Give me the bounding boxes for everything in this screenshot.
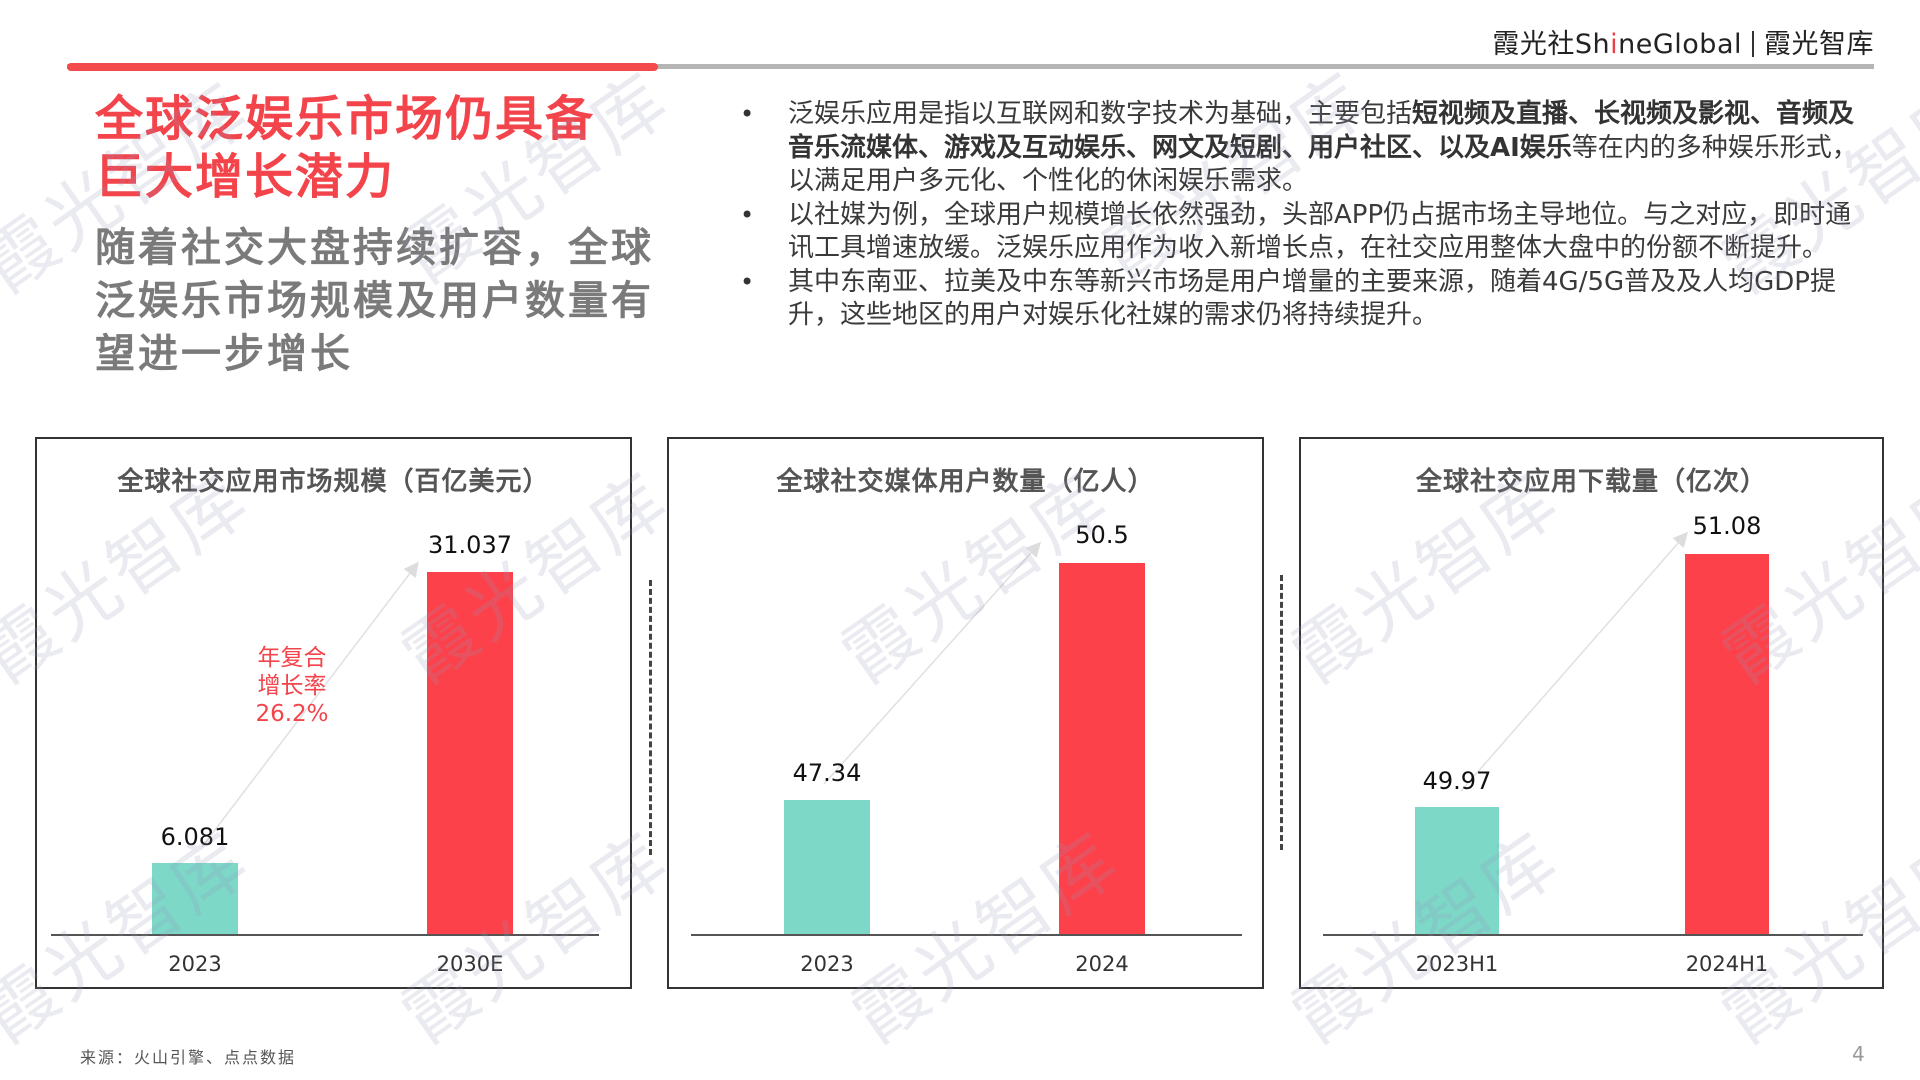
bar-2023h1 [1415, 807, 1499, 934]
page-title: 全球泛娱乐市场仍具备 巨大增长潜力 [95, 90, 655, 206]
chart-title: 全球社交应用下载量（亿次） [1415, 467, 1767, 497]
bullet-text: 泛娱乐应用是指以互联网和数字技术为基础，主要包括 [788, 99, 1413, 129]
header-rule [67, 64, 1874, 69]
brand-divider [1752, 31, 1754, 57]
cagr-value: 26.2% [255, 701, 329, 727]
header-accent-bar [67, 63, 658, 71]
bar-value: 47.34 [792, 759, 862, 787]
brand-en-pre: Sh [1574, 29, 1611, 60]
cagr-label-2: 增长率 [257, 673, 327, 699]
cagr-label-1: 年复合 [257, 645, 327, 671]
x-axis [691, 934, 1242, 936]
cagr-annotation: 年复合 增长率 26.2% [237, 644, 347, 728]
chart-market-size: 全球社交应用市场规模（百亿美元） 年复合 增长率 26.2% 6.081 31.… [35, 437, 632, 989]
bullet-list: 泛娱乐应用是指以互联网和数字技术为基础，主要包括短视频及直播、长视频及影视、音频… [740, 98, 1870, 333]
bar-value: 31.037 [428, 531, 512, 559]
x-axis [1323, 934, 1863, 936]
chart-social-media-users: 全球社交媒体用户数量（亿人） 47.34 50.5 2023 2024 [667, 437, 1264, 989]
trend-arrow-icon [201, 561, 419, 848]
brand-en-post: neGlobal [1618, 29, 1742, 60]
trend-arrow-icon [823, 541, 1042, 785]
bar-value: 49.97 [1422, 767, 1492, 795]
x-axis [51, 934, 599, 936]
chart-divider [1280, 575, 1283, 850]
brand-logo: 霞光社ShineGlobal 霞光智库 [1492, 22, 1874, 61]
bar-value: 50.5 [1075, 521, 1129, 549]
category-label: 2023 [168, 952, 222, 976]
page-subtitle: 随着社交大盘持续扩容，全球 泛娱乐市场规模及用户数量有 望进一步增长 [95, 222, 675, 381]
bullet-item: 其中东南亚、拉美及中东等新兴市场是用户增量的主要来源，随着4G/5G普及及人均G… [740, 266, 1870, 333]
category-label: 2023H1 [1415, 952, 1499, 976]
bar-2030e [427, 572, 513, 934]
trend-arrow-icon [1460, 531, 1688, 792]
page-subtitle-line2: 泛娱乐市场规模及用户数量有 [95, 278, 654, 324]
page-subtitle-line3: 望进一步增长 [95, 331, 353, 377]
bar-2024 [1059, 563, 1145, 934]
bar-2023 [784, 800, 870, 934]
bullet-text: 以社媒为例，全球用户规模增长依然强劲，头部APP仍占据市场主导地位。与之对应，即… [788, 199, 1852, 264]
bar-value: 6.081 [160, 823, 230, 851]
page-subtitle-line1: 随着社交大盘持续扩容，全球 [95, 225, 654, 271]
category-label: 2024H1 [1685, 952, 1769, 976]
brand-sub: 霞光智库 [1764, 29, 1874, 60]
brand-en-accent: i [1610, 29, 1619, 60]
chart-app-downloads: 全球社交应用下载量（亿次） 49.97 51.08 2023H1 2024H1 [1299, 437, 1884, 989]
category-label: 2030E [436, 952, 504, 976]
source-note: 来源：火山引擎、点点数据 [80, 1048, 297, 1067]
page-title-line1: 全球泛娱乐市场仍具备 [95, 91, 596, 147]
bullet-text: 等在内的多种娱乐形式，以满足用户多元化、个性化的休闲娱乐需求。 [788, 132, 1858, 197]
bar-2024h1 [1685, 554, 1769, 934]
bullet-item: 泛娱乐应用是指以互联网和数字技术为基础，主要包括短视频及直播、长视频及影视、音频… [740, 98, 1870, 199]
category-label: 2023 [800, 952, 854, 976]
chart-divider [649, 580, 652, 855]
category-label: 2024 [1075, 952, 1129, 976]
bar-2023 [152, 863, 238, 934]
chart-title: 全球社交应用市场规模（百亿美元） [117, 467, 550, 497]
bullet-bold-text: 短视频及直播、长视频及影视、音频及音乐流媒体、游戏及互动娱乐、网文及短剧、用户社… [788, 99, 1855, 163]
bullet-item: 以社媒为例，全球用户规模增长依然强劲，头部APP仍占据市场主导地位。与之对应，即… [740, 199, 1870, 266]
bullet-text: 其中东南亚、拉美及中东等新兴市场是用户增量的主要来源，随着4G/5G普及及人均G… [788, 266, 1836, 331]
brand-cn: 霞光社 [1492, 29, 1575, 60]
page-number: 4 [1852, 1042, 1865, 1066]
chart-title: 全球社交媒体用户数量（亿人） [776, 467, 1155, 497]
bar-value: 51.08 [1692, 512, 1762, 540]
page-title-line2: 巨大增长潜力 [95, 149, 396, 205]
